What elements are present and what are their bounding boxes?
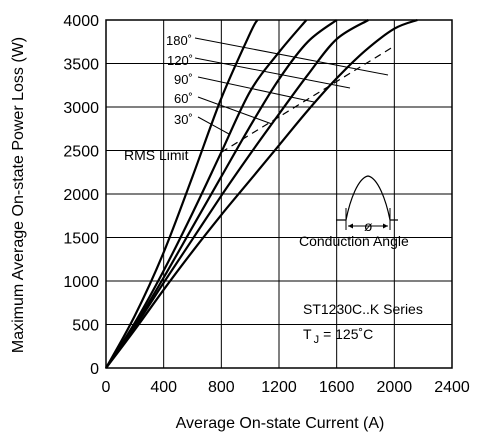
arrowhead-left	[348, 224, 353, 229]
y-tick-label-2500: 2500	[63, 144, 99, 161]
y-tick-label-1000: 1000	[63, 274, 99, 291]
x-tick-label-2400: 2400	[434, 379, 470, 396]
label-leader-lines	[195, 38, 388, 134]
conduction-waveform	[336, 176, 398, 220]
rms-limit-line	[221, 46, 394, 152]
series-label-90: 90˚	[174, 72, 193, 87]
x-tick-label-400: 400	[150, 379, 177, 396]
arrowhead-right	[383, 224, 388, 229]
rms-limit-label: RMS Limit	[124, 147, 189, 163]
series-label-180: 180˚	[166, 33, 192, 48]
series-labels: 180˚ 120˚ 90˚ 60˚ 30˚	[166, 33, 193, 127]
phi-symbol: ø	[364, 218, 373, 234]
y-tick-label-0: 0	[90, 361, 99, 378]
temperature-label: T J = 125˚C	[303, 326, 373, 346]
x-tick-label-1600: 1600	[319, 379, 355, 396]
rms-limit-dashed-line	[221, 46, 394, 152]
y-tick-label-3500: 3500	[63, 57, 99, 74]
series-name-label: ST1230C..K Series	[303, 301, 423, 317]
leader-120	[195, 58, 350, 88]
conduction-angle-label: Conduction Angle	[299, 233, 409, 249]
y-tick-label-2000: 2000	[63, 187, 99, 204]
y-axis-title: Maximum Average On-state Power Loss (W)	[10, 37, 27, 353]
series-info: ST1230C..K Series T J = 125˚C	[303, 301, 423, 346]
x-axis-title: Average On-state Current (A)	[176, 415, 385, 432]
series-label-60: 60˚	[174, 91, 193, 106]
conduction-angle-inset: ø Conduction Angle	[299, 176, 409, 249]
x-tick-label-1200: 1200	[261, 379, 297, 396]
series-label-120: 120˚	[167, 53, 193, 68]
y-tick-label-500: 500	[72, 318, 99, 335]
x-tick-label-2000: 2000	[377, 379, 413, 396]
y-tick-label-4000: 4000	[63, 13, 99, 30]
y-tick-label-3000: 3000	[63, 100, 99, 117]
y-tick-label-1500: 1500	[63, 231, 99, 248]
x-tick-label-800: 800	[208, 379, 235, 396]
series-label-30: 30˚	[174, 112, 193, 127]
x-tick-label-0: 0	[102, 379, 111, 396]
